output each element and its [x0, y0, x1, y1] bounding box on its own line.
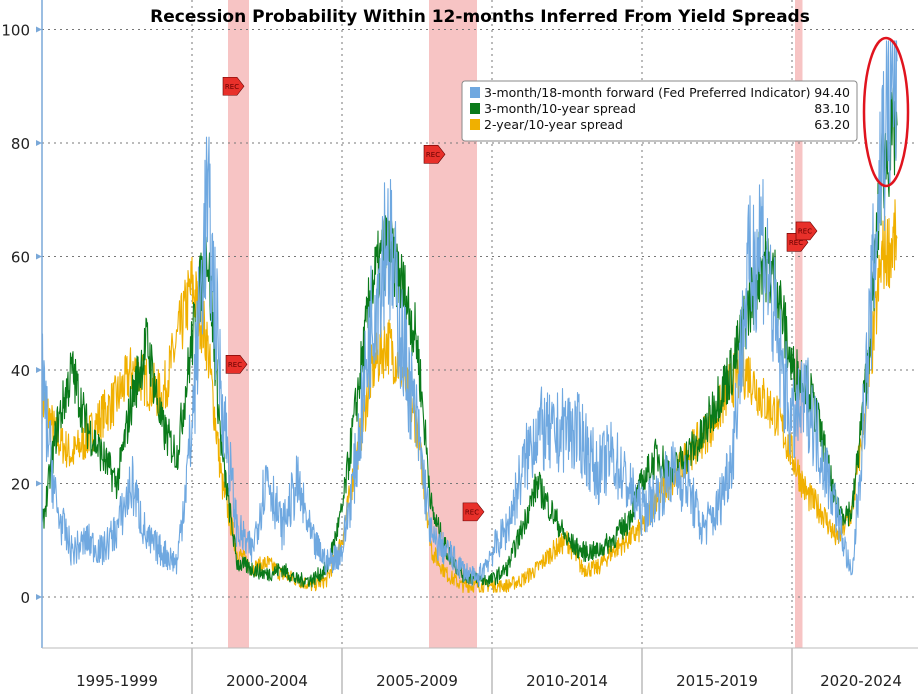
- rec-marker: REC: [423, 145, 446, 164]
- legend-value: 63.20: [814, 117, 850, 132]
- series-line: [41, 199, 898, 593]
- y-tick-label: 60: [11, 249, 30, 267]
- rec-marker-shape: [423, 145, 446, 164]
- legend-swatch: [470, 87, 480, 98]
- y-tick-label: 0: [20, 589, 30, 607]
- rec-marker-shape: [462, 502, 485, 522]
- legend-label: 3-month/10-year spread: [484, 101, 636, 116]
- rec-marker-label: REC: [798, 227, 812, 235]
- rec-marker-label: REC: [465, 508, 479, 516]
- y-tick-label: 100: [1, 22, 30, 40]
- x-category-label: 1995-1999: [76, 672, 158, 690]
- chart-title: Recession Probability Within 12-months I…: [150, 7, 810, 27]
- x-category-label: 2010-2014: [526, 672, 608, 690]
- series-line: [41, 40, 898, 587]
- rec-marker: REC: [795, 221, 818, 241]
- y-tick-label: 20: [11, 476, 30, 494]
- recession-band: [795, 0, 803, 648]
- rec-marker-label: REC: [789, 239, 803, 247]
- rec-marker-label: REC: [225, 83, 239, 91]
- x-category-label: 2000-2004: [226, 672, 308, 690]
- x-category-label: 2020-2024: [820, 672, 902, 690]
- y-tick-mark: [36, 26, 42, 33]
- y-tick-mark: [36, 594, 42, 600]
- y-tick-label: 80: [11, 135, 30, 153]
- y-tick-mark: [36, 367, 42, 373]
- rec-marker: REC: [225, 355, 248, 374]
- y-tick-mark: [36, 140, 42, 146]
- legend-swatch: [470, 103, 480, 114]
- rec-marker-shape: [225, 355, 248, 374]
- legend-swatch: [470, 119, 480, 130]
- legend-label: 3-month/18-month forward (Fed Preferred …: [484, 85, 811, 100]
- highlight-ellipse: [862, 36, 910, 188]
- rec-marker: REC: [462, 502, 485, 522]
- x-category-label: 2005-2009: [376, 672, 458, 690]
- rec-marker-shape: [795, 221, 818, 241]
- y-tick-mark: [36, 480, 42, 487]
- x-category-label: 2015-2019: [676, 672, 758, 690]
- rec-marker-shape: [222, 76, 245, 96]
- y-tick-mark: [36, 253, 42, 260]
- rec-marker: REC: [222, 76, 245, 96]
- y-tick-label: 40: [11, 362, 30, 380]
- legend-value: 83.10: [814, 101, 850, 116]
- legend-value: 94.40: [814, 85, 850, 100]
- legend-box: [461, 80, 858, 142]
- rec-marker-label: REC: [228, 361, 242, 369]
- legend: 3-month/18-month forward (Fed Preferred …: [461, 80, 858, 142]
- rec-marker-label: REC: [426, 151, 440, 159]
- legend-label: 2-year/10-year spread: [484, 117, 623, 132]
